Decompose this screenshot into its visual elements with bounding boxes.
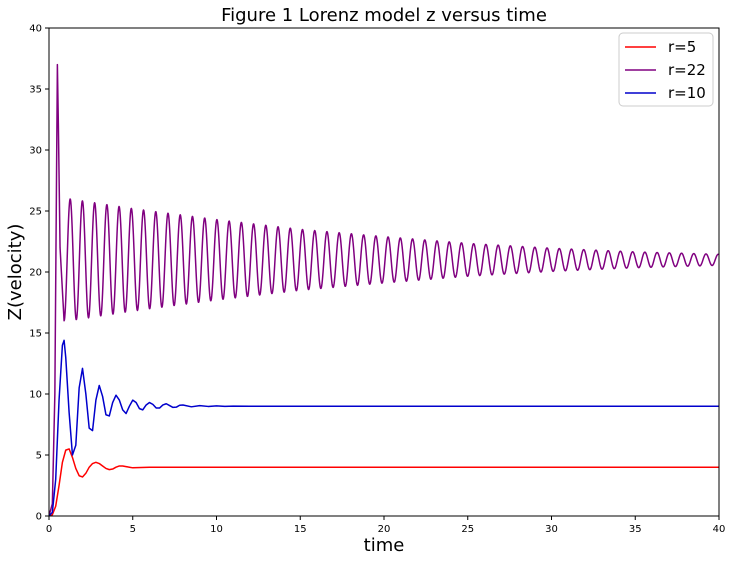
legend-box xyxy=(618,32,714,107)
series-group xyxy=(49,63,719,516)
y-tick-label: 0 xyxy=(36,512,42,523)
y-tick-label: 20 xyxy=(29,268,42,279)
x-tick-label: 35 xyxy=(629,524,642,535)
y-tick-label: 15 xyxy=(29,329,42,340)
x-axis-ticks: 0 5 10 15 20 25 30 35 40 xyxy=(46,516,726,535)
x-tick-label: 25 xyxy=(461,524,474,535)
x-tick-label: 40 xyxy=(713,524,726,535)
legend-label: r=22 xyxy=(668,61,706,79)
x-tick-label: 10 xyxy=(210,524,223,535)
y-tick-label: 35 xyxy=(29,85,42,96)
y-axis-label: Z(velocity) xyxy=(5,224,26,321)
y-axis-ticks: 0 5 10 15 20 25 30 35 40 xyxy=(29,24,49,523)
x-tick-label: 20 xyxy=(378,524,391,535)
x-tick-label: 0 xyxy=(46,524,52,535)
x-axis-label: time xyxy=(364,535,405,556)
series-line-r5 xyxy=(49,448,719,516)
x-tick-label: 30 xyxy=(545,524,558,535)
y-tick-label: 10 xyxy=(29,390,42,401)
x-tick-label: 15 xyxy=(294,524,307,535)
series-line-r10 xyxy=(49,339,719,516)
y-tick-label: 25 xyxy=(29,207,42,218)
y-tick-label: 30 xyxy=(29,146,42,157)
legend-label: r=10 xyxy=(668,84,706,102)
x-tick-label: 5 xyxy=(130,524,136,535)
y-tick-label: 40 xyxy=(29,24,42,35)
series-line-r22 xyxy=(49,63,719,516)
y-tick-label: 5 xyxy=(36,451,42,462)
legend: r=5 r=22 r=10 xyxy=(618,32,714,107)
legend-label: r=5 xyxy=(668,38,696,56)
chart-title: Figure 1 Lorenz model z versus time xyxy=(221,5,547,26)
